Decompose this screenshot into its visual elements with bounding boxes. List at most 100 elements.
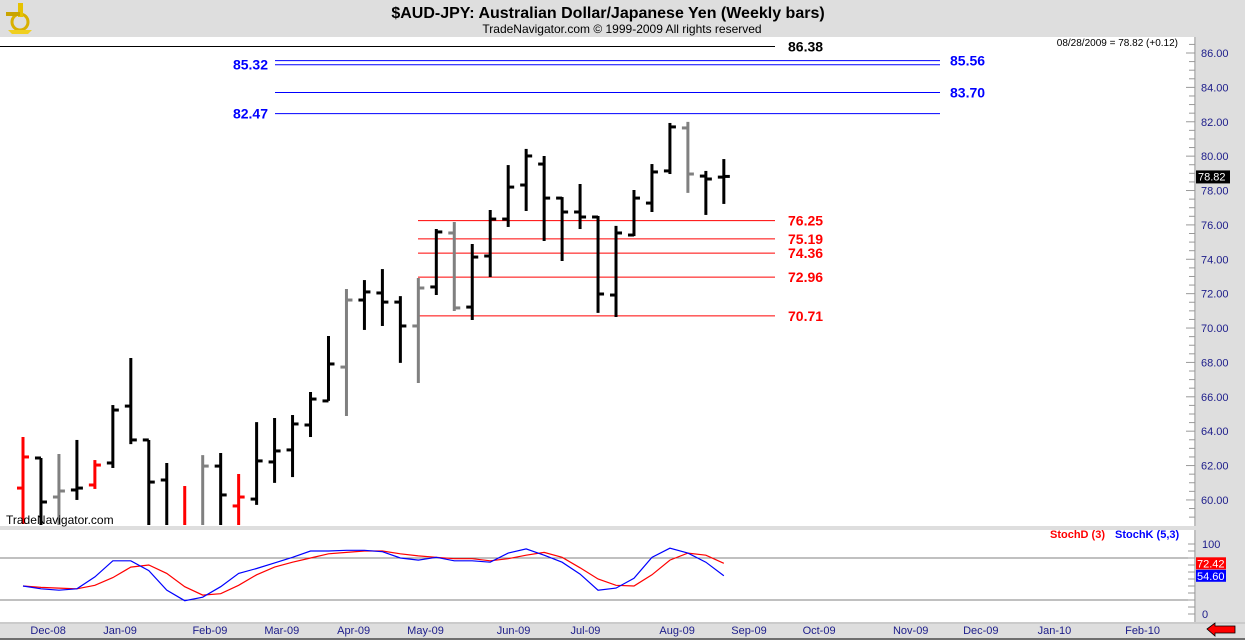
ohlc-bar xyxy=(681,121,694,193)
stochk-line xyxy=(22,547,725,602)
level-label: 72.96 xyxy=(788,269,823,285)
ohlc-bar xyxy=(214,453,227,525)
ohlc-bar xyxy=(183,486,187,525)
month-label: Apr-09 xyxy=(337,625,370,637)
sextant-logo-icon xyxy=(6,3,32,34)
level-label: 74.36 xyxy=(788,245,823,261)
month-label: Feb-09 xyxy=(192,625,227,637)
last-price-info: 08/28/2009 = 78.82 (+0.12) xyxy=(1057,38,1178,49)
level-label: 85.56 xyxy=(950,53,985,69)
panel-divider[interactable] xyxy=(0,526,1245,530)
ohlc-bar xyxy=(592,215,605,313)
red-left-arrow-icon[interactable] xyxy=(1206,622,1236,637)
price-axis: 60.00 62.00 64.00 66.00 68.00 70.00 72.00 74.00… xyxy=(1186,43,1229,518)
level-lines: 86.38 85.56 85.32 83.70 82.47 76.25 75.1974.36… xyxy=(0,38,985,324)
price-axis-label: 70.00 xyxy=(1201,323,1229,335)
price-axis-label: 72.00 xyxy=(1201,289,1229,301)
watermark: TradeNavigator.com xyxy=(6,513,114,527)
month-label: Oct-09 xyxy=(803,625,836,637)
level-label: 75.19 xyxy=(788,231,823,247)
ohlc-bar xyxy=(340,289,353,417)
level-label: 86.38 xyxy=(788,38,823,54)
price-axis-label: 68.00 xyxy=(1201,357,1229,369)
ohlc-bar xyxy=(627,190,640,237)
level-label: 85.32 xyxy=(233,57,268,73)
level-label: 76.25 xyxy=(788,213,823,229)
price-axis-label: 64.00 xyxy=(1201,426,1229,438)
ohlc-bar xyxy=(376,269,389,326)
ohlc-bar xyxy=(610,225,623,318)
legend-stochd: StochD (3) xyxy=(1050,529,1105,541)
stochd-last-value: 72.42 xyxy=(1197,558,1225,570)
ohlc-bar xyxy=(17,437,29,525)
month-label: Mar-09 xyxy=(264,625,299,637)
month-label: May-09 xyxy=(407,625,444,637)
price-axis-label: 62.00 xyxy=(1201,461,1229,473)
level-label: 83.70 xyxy=(950,85,985,101)
stochk-last-value: 54.60 xyxy=(1197,571,1225,583)
ohlc-bar xyxy=(484,209,497,277)
logo xyxy=(6,3,32,34)
stoch-axis: 100 0 xyxy=(1188,539,1220,621)
time-axis: Dec-08 Jan-09 Feb-09 Mar-09 Apr-09 May-09 Jun-… xyxy=(30,625,1160,637)
price-axis-label: 66.00 xyxy=(1201,392,1229,404)
chart-title: $AUD-JPY: Australian Dollar/Japanese Yen… xyxy=(391,5,824,22)
price-axis-label: 86.00 xyxy=(1201,48,1229,60)
ohlc-bar xyxy=(394,296,407,363)
month-label: Sep-09 xyxy=(731,625,766,637)
ohlc-bar xyxy=(52,454,65,525)
ohlc-bar xyxy=(88,460,101,489)
ohlc-bar xyxy=(717,159,730,204)
ohlc-bar xyxy=(70,439,83,500)
ohlc-bar xyxy=(322,335,335,403)
ohlc-bar xyxy=(699,170,712,215)
month-label: Jan-10 xyxy=(1038,625,1072,637)
stoch-axis-label: 100 xyxy=(1202,539,1220,551)
stochk-badge: 54.60 xyxy=(1196,569,1226,583)
ohlc-bar xyxy=(663,122,676,175)
ohlc-bar xyxy=(160,462,169,525)
ohlc-bar xyxy=(250,422,263,505)
ohlc-bar xyxy=(358,280,371,330)
level-label: 70.71 xyxy=(788,308,823,324)
ohlc-bar xyxy=(412,278,425,384)
ohlc-bar xyxy=(34,456,47,525)
stochastic-panel xyxy=(0,530,1195,622)
month-label: Jul-09 xyxy=(570,625,600,637)
stochd-badge: 72.42 xyxy=(1196,557,1226,570)
ohlc-bar xyxy=(124,357,137,445)
ohlc-bar xyxy=(574,183,587,230)
ohlc-bar xyxy=(268,417,281,483)
price-axis-label: 76.00 xyxy=(1201,220,1229,232)
ohlc-bar xyxy=(106,405,119,468)
copyright-subtitle: TradeNavigator.com © 1999-2009 All right… xyxy=(482,22,761,36)
month-label: Feb-10 xyxy=(1125,625,1160,637)
month-label: Dec-09 xyxy=(963,625,998,637)
stochastic-lines xyxy=(0,547,1195,602)
ohlc-bar xyxy=(538,155,551,242)
ohlc-bar xyxy=(466,243,479,320)
ohlc-bar xyxy=(448,221,461,312)
month-label: Jan-09 xyxy=(103,625,137,637)
ohlc-bar xyxy=(556,196,569,261)
month-label: Nov-09 xyxy=(893,625,928,637)
ohlc-bar xyxy=(304,391,317,438)
month-label: Dec-08 xyxy=(30,625,65,637)
ohlc-bar xyxy=(286,415,299,478)
last-price-label: 78.82 xyxy=(1198,171,1226,183)
ohlc-bar xyxy=(502,165,515,227)
price-axis-label: 78.00 xyxy=(1201,186,1229,198)
ohlc-bar xyxy=(232,473,245,525)
price-axis-label: 84.00 xyxy=(1201,82,1229,94)
ohlc-bar xyxy=(520,148,533,211)
legend-stochk: StochK (5,3) xyxy=(1115,529,1180,541)
last-price-badge: 78.82 xyxy=(1196,170,1230,184)
price-axis-label: 60.00 xyxy=(1201,495,1229,507)
month-label: Aug-09 xyxy=(659,625,694,637)
ohlc-bar xyxy=(645,164,658,213)
stoch-axis-label: 0 xyxy=(1202,609,1208,621)
level-label: 82.47 xyxy=(233,106,268,122)
price-axis-label: 82.00 xyxy=(1201,117,1229,129)
price-axis-label: 74.00 xyxy=(1201,254,1229,266)
